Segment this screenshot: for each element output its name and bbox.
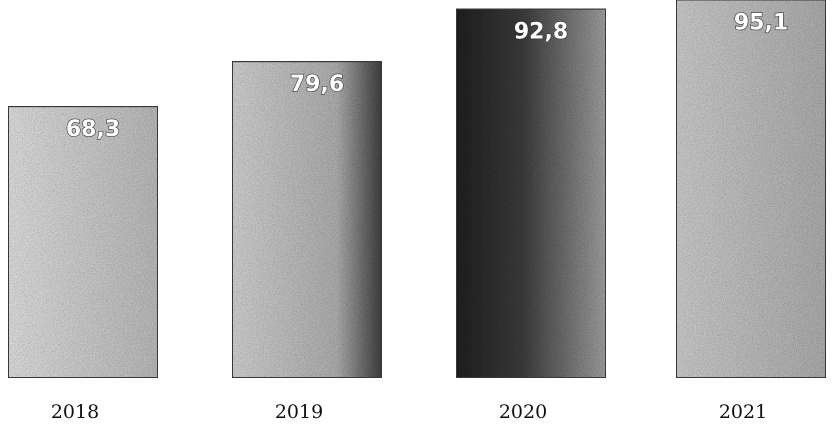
bar-2018 [7, 105, 159, 380]
category-label-2018: 2018 [51, 401, 99, 423]
bar-2019 [231, 60, 383, 380]
value-label-2019: 79,6 [290, 72, 344, 97]
value-labels-group: 68,3 79,6 92,8 95,1 [65, 10, 788, 143]
category-labels-group: 2018 2019 2020 2021 [51, 401, 767, 423]
category-label-2021: 2021 [719, 401, 767, 423]
value-label-2018: 68,3 [66, 117, 120, 142]
bar-2020 [455, 7, 607, 379]
value-label-2021: 95,1 [734, 11, 788, 36]
value-label-2020: 92,8 [514, 20, 568, 45]
bars-group [7, 0, 827, 380]
category-label-2020: 2020 [499, 401, 547, 423]
category-label-2019: 2019 [275, 401, 323, 423]
bar-2021 [675, 0, 827, 379]
